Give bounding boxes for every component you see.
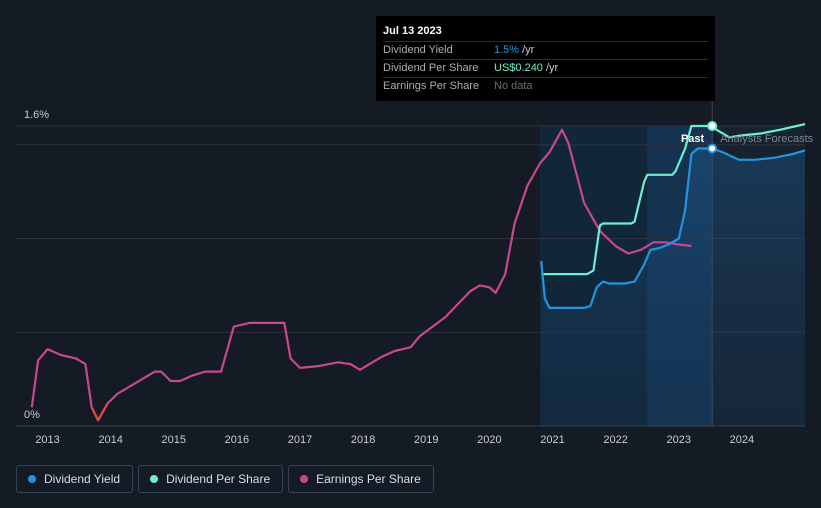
tooltip-date: Jul 13 2023	[383, 25, 442, 37]
tooltip-unit: /yr	[545, 62, 559, 74]
legend-label: Dividend Per Share	[166, 472, 271, 486]
x-tick-label: 2017	[288, 434, 312, 446]
tooltip-row-dividend-yield: Dividend Yield 1.5% /yr	[383, 41, 708, 59]
dividend-yield-line	[540, 147, 806, 309]
legend: Dividend Yield Dividend Per Share Earnin…	[16, 465, 434, 493]
tooltip-row-earnings-per-share: Earnings Per Share No data	[383, 77, 708, 95]
tooltip-value: 1.5%	[494, 44, 520, 56]
tooltip-label: Dividend Yield	[383, 44, 453, 56]
x-tick-label: 2024	[730, 434, 754, 446]
dividend-per-share-marker	[707, 121, 718, 131]
dividend-yield-marker	[707, 143, 718, 154]
x-tick-label: 2016	[225, 434, 249, 446]
forecast-label: Analysts Forecasts	[720, 133, 813, 145]
legend-dot-icon	[300, 475, 309, 483]
tooltip-value: US$0.240	[494, 62, 543, 74]
x-tick-label: 2020	[477, 434, 501, 446]
x-tick-label: 2019	[414, 434, 438, 446]
legend-item-earnings-per-share[interactable]: Earnings Per Share	[288, 465, 434, 493]
legend-dot-icon	[150, 475, 159, 483]
earnings-negative-segment	[90, 402, 109, 422]
dividend-per-share-line	[541, 123, 806, 276]
x-tick-label: 2018	[351, 434, 375, 446]
y-tick-label: 0%	[24, 409, 40, 421]
y-tick-label: 1.6%	[24, 109, 49, 121]
tooltip-label: Dividend Per Share	[383, 62, 479, 74]
tooltip-value: No data	[494, 80, 533, 92]
x-tick-label: 2015	[162, 434, 186, 446]
x-tick-label: 2023	[667, 434, 691, 446]
legend-dot-icon	[28, 475, 36, 483]
dividend-yield-area	[541, 148, 805, 426]
tooltip-label: Earnings Per Share	[383, 80, 479, 92]
tooltip-unit: /yr	[522, 44, 535, 56]
legend-label: Dividend Yield	[44, 472, 121, 486]
tooltip: Jul 13 2023 Dividend Yield 1.5% /yr Divi…	[376, 16, 715, 101]
x-tick-label: 2021	[540, 434, 564, 446]
tooltip-row-dividend-per-share: Dividend Per Share US$0.240 /yr	[383, 59, 708, 77]
earnings-per-share-line	[30, 128, 692, 422]
past-label: Past	[681, 133, 705, 145]
x-tick-label: 2014	[98, 434, 122, 446]
legend-item-dividend-per-share[interactable]: Dividend Per Share	[138, 465, 284, 493]
x-tick-label: 2013	[35, 434, 59, 446]
x-tick-label: 2022	[603, 434, 627, 446]
legend-label: Earnings Per Share	[316, 472, 421, 486]
legend-item-dividend-yield[interactable]: Dividend Yield	[16, 465, 134, 493]
